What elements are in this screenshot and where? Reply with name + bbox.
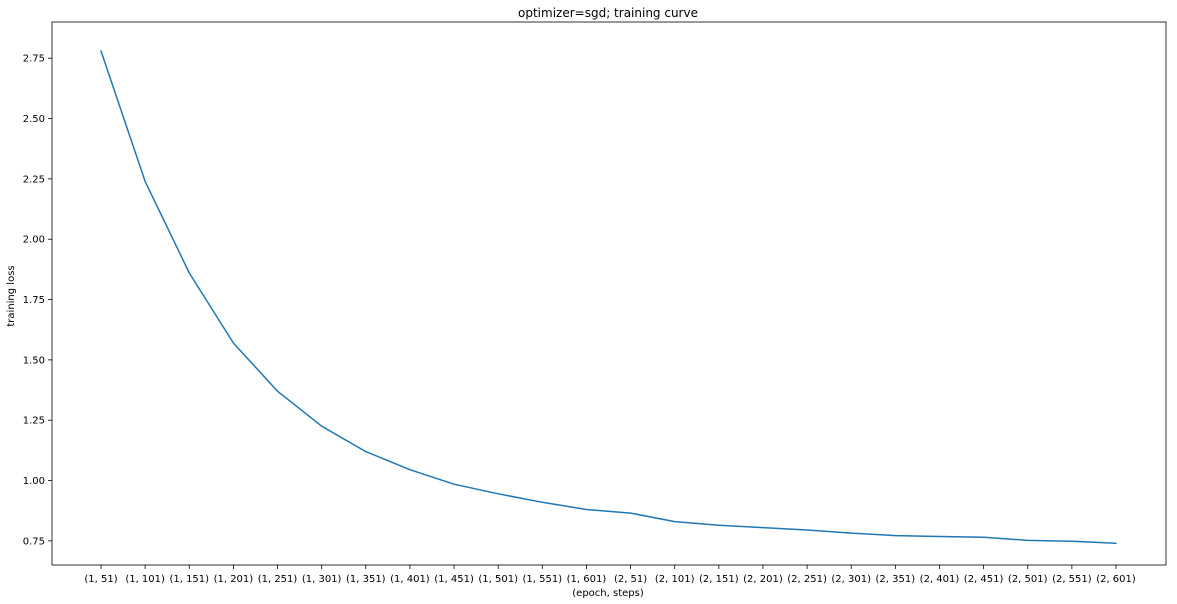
x-tick-label: (2, 601) (1096, 574, 1136, 585)
y-tick-label: 1.50 (23, 355, 45, 366)
x-tick-label: (2, 451) (964, 574, 1004, 585)
x-tick-label: (1, 301) (302, 574, 342, 585)
x-tick-label: (2, 101) (655, 574, 695, 585)
y-tick-label: 1.75 (23, 295, 45, 306)
x-tick-label: (1, 551) (522, 574, 562, 585)
x-tick-label: (2, 151) (699, 574, 739, 585)
y-tick-label: 0.75 (23, 536, 45, 547)
y-tick-label: 2.00 (23, 235, 45, 246)
x-tick-label: (1, 101) (125, 574, 165, 585)
y-axis-label: training loss (6, 265, 17, 326)
x-tick-label: (2, 551) (1052, 574, 1092, 585)
chart-title: optimizer=sgd; training curve (518, 6, 698, 20)
x-tick-label: (2, 401) (920, 574, 960, 585)
x-tick-label: (2, 201) (743, 574, 783, 585)
plot-area-frame (51, 21, 1167, 566)
y-tick-label: 1.25 (23, 416, 45, 427)
training-loss-line (100, 50, 1117, 545)
x-tick-label: (1, 501) (478, 574, 518, 585)
x-axis-ticks: (1, 51) (1, 101) (1, 151) (1, 201) (1, 251) (… (84, 565, 1136, 585)
x-tick-label: (1, 351) (346, 574, 386, 585)
x-tick-label: (1, 201) (214, 574, 254, 585)
x-tick-label: (2, 251) (787, 574, 827, 585)
y-tick-label: 2.25 (23, 174, 45, 185)
y-tick-label: 2.50 (23, 114, 45, 125)
x-tick-label: (1, 451) (434, 574, 474, 585)
x-tick-label: (2, 351) (876, 574, 916, 585)
x-tick-label: (2, 301) (831, 574, 871, 585)
y-tick-label: 1.00 (23, 476, 45, 487)
x-tick-label: (2, 51) (614, 574, 647, 585)
y-tick-label: 2.75 (23, 54, 45, 65)
x-tick-label: (1, 251) (258, 574, 298, 585)
x-tick-label: (1, 151) (169, 574, 209, 585)
x-tick-label: (1, 401) (390, 574, 430, 585)
x-tick-label: (1, 51) (84, 574, 117, 585)
x-axis-label: (epoch, steps) (572, 588, 644, 599)
y-axis-ticks: 0.75 1.00 1.25 1.50 1.75 2.00 2.25 2.50 2.75 (23, 54, 52, 547)
x-tick-label: (2, 501) (1008, 574, 1048, 585)
x-tick-label: (1, 601) (567, 574, 607, 585)
